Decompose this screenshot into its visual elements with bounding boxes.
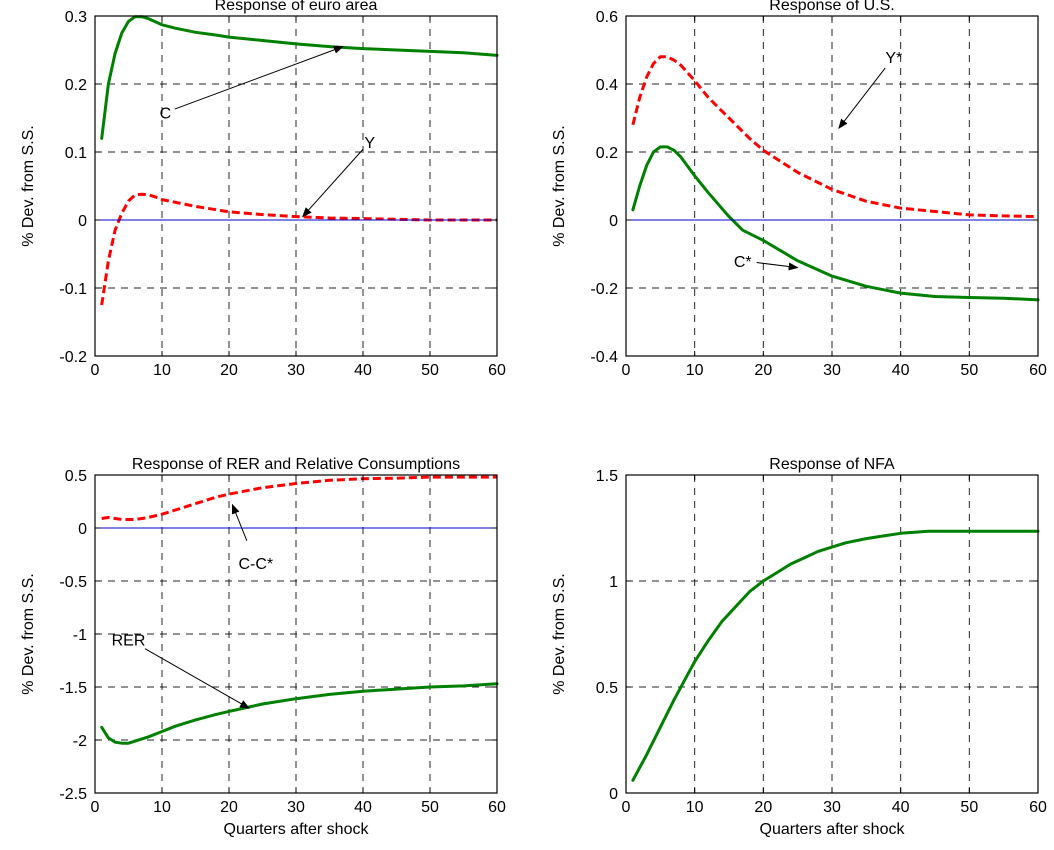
annotation-label: C-C* [238,556,273,573]
annotation-arrow [174,45,344,110]
y-tick-label: 1 [609,574,618,591]
x-tick-label: 60 [1029,799,1047,816]
annotation-arrow [231,503,248,541]
y-tick-label: -1.5 [59,680,87,697]
y-tick-label: 0 [609,786,618,803]
x-tick-label: 50 [421,362,439,379]
y-tick-label: -0.2 [59,349,87,366]
y-tick-label: -1 [73,627,87,644]
y-tick-label: -0.1 [59,281,87,298]
y-tick-label: 0.2 [65,77,87,94]
y-tick-label: 0 [78,521,87,538]
y-axis-label: % Dev. from S.S. [551,125,568,247]
y-tick-label: 0.5 [65,468,87,485]
x-tick-label: 40 [354,799,372,816]
y-tick-label: -0.4 [590,349,618,366]
x-tick-label: 30 [823,362,841,379]
x-tick-label: 40 [354,362,372,379]
y-tick-label: -0.5 [59,574,87,591]
panel-title: Response of euro area [215,0,378,14]
y-tick-label: -0.2 [590,281,618,298]
x-tick-label: 10 [153,799,171,816]
y-tick-label: -2.5 [59,786,87,803]
x-tick-label: 10 [686,799,704,816]
x-tick-label: 20 [754,799,772,816]
x-tick-label: 50 [960,362,978,379]
panel-us: Response of U.S. % Dev. from S.S. 0 10 20 3… [551,0,1047,379]
x-tick-label: 0 [622,362,631,379]
y-tick-label: 0.3 [65,9,87,26]
x-axis-label: Quarters after shock [760,821,906,838]
x-axis-label: Quarters after shock [224,821,370,838]
x-tick-label: 30 [287,362,305,379]
x-tick-label: 0 [91,362,100,379]
x-tick-label: 40 [892,799,910,816]
panel-euro-area: Response of euro area % Dev. from S.S. 0… [20,0,506,379]
annotation-arrow [756,262,799,271]
x-tick-label: 20 [220,362,238,379]
y-tick-label: 1.5 [596,468,618,485]
y-tick-label: 0.2 [596,145,618,162]
panel-nfa: Response of NFA % Dev. from S.S. Quarter… [551,456,1047,838]
x-tick-label: 60 [488,362,506,379]
annotation-label: C [160,106,172,123]
annotation-arrow [144,648,250,709]
x-tick-label: 0 [91,799,100,816]
x-tick-label: 10 [686,362,704,379]
y-tick-label: 0.6 [596,9,618,26]
x-tick-label: 50 [421,799,439,816]
series-line-nfa [631,529,1040,782]
panel-title: Response of RER and Relative Consumption… [132,456,460,473]
annotation-arrow [838,67,886,129]
annotation-arrow [302,148,364,218]
x-tick-label: 10 [153,362,171,379]
y-axis-label: % Dev. from S.S. [20,125,37,247]
panel-title: Response of U.S. [769,0,894,14]
x-tick-label: 30 [823,799,841,816]
series-line-y- [631,55,1039,219]
series-line-rer [100,682,499,745]
x-tick-label: 20 [220,799,238,816]
y-axis-label: % Dev. from S.S. [20,573,37,695]
series-line-c- [631,145,1040,302]
y-tick-label: -2 [73,733,87,750]
x-tick-label: 30 [287,799,305,816]
series-line-y [100,192,497,306]
annotation-label: Y* [885,50,902,67]
x-tick-label: 20 [754,362,772,379]
series-line-c [100,15,499,140]
annotation-label: RER [112,632,146,649]
y-tick-label: 0 [78,213,87,230]
y-tick-label: 0.4 [596,77,618,94]
x-tick-label: 50 [960,799,978,816]
x-tick-label: 0 [622,799,631,816]
panel-title: Response of NFA [769,456,895,473]
annotation-label: C* [734,254,752,271]
x-tick-label: 60 [1029,362,1047,379]
x-tick-label: 60 [488,799,506,816]
y-tick-label: 0 [609,213,618,230]
series-line-c-c- [101,475,497,521]
panel-rer-relative-consumptions: Response of RER and Relative Consumption… [20,456,506,838]
y-tick-label: 0.5 [596,680,618,697]
y-tick-label: 0.1 [65,145,87,162]
y-axis-label: % Dev. from S.S. [551,573,568,695]
x-tick-label: 40 [892,362,910,379]
annotation-label: Y [364,135,375,152]
